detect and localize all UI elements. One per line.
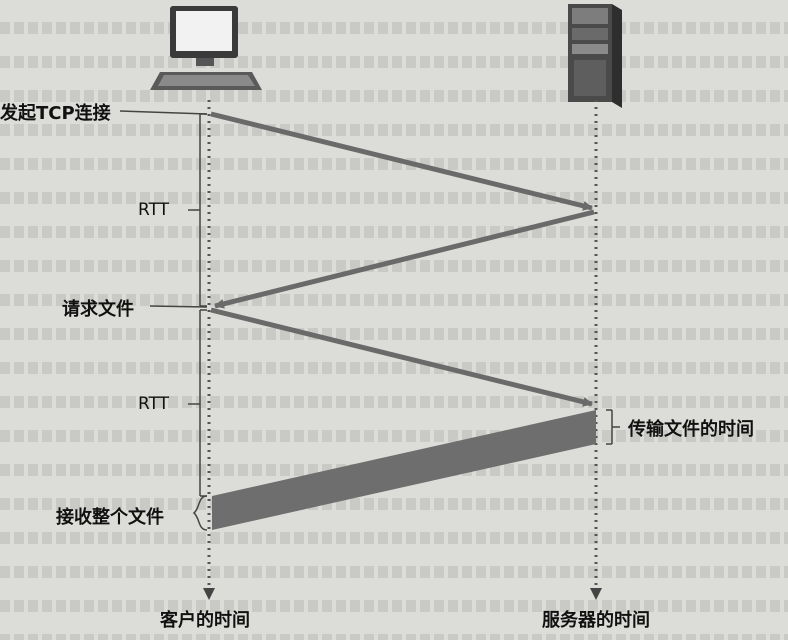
request-leader (150, 306, 207, 307)
file-transfer-band (212, 410, 596, 530)
desktop-computer-icon (150, 6, 262, 90)
rtt-bracket-1 (188, 114, 207, 306)
syn-arrow (211, 114, 592, 208)
request-arrow (211, 310, 592, 404)
rtt-label-2: RTT (138, 394, 169, 414)
initiate-leader (120, 111, 207, 114)
initiate-tcp-label: 发起TCP连接 (0, 99, 111, 125)
transmit-time-label: 传输文件的时间 (628, 415, 754, 441)
rtt-bracket-2 (188, 310, 207, 496)
receive-file-label: 接收整个文件 (56, 503, 164, 529)
server-time-label: 服务器的时间 (542, 606, 650, 632)
rtt-label-1: RTT (138, 200, 169, 220)
server-tower-icon (568, 4, 622, 108)
synack-arrow (215, 212, 594, 306)
request-file-label: 请求文件 (62, 295, 134, 321)
client-time-label: 客户的时间 (160, 606, 250, 632)
transmit-bracket (606, 410, 620, 444)
receive-brace (194, 496, 207, 530)
